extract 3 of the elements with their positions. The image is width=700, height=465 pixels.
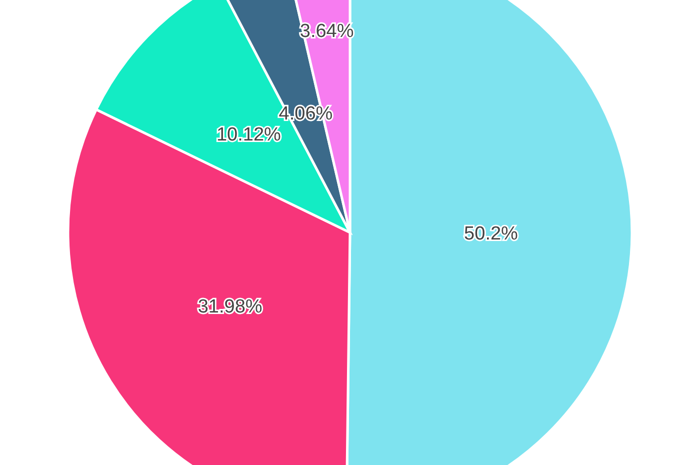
data-label: 50.2% <box>464 223 518 244</box>
data-label: 10.12% <box>216 124 281 146</box>
data-label: 31.98% <box>198 296 262 318</box>
